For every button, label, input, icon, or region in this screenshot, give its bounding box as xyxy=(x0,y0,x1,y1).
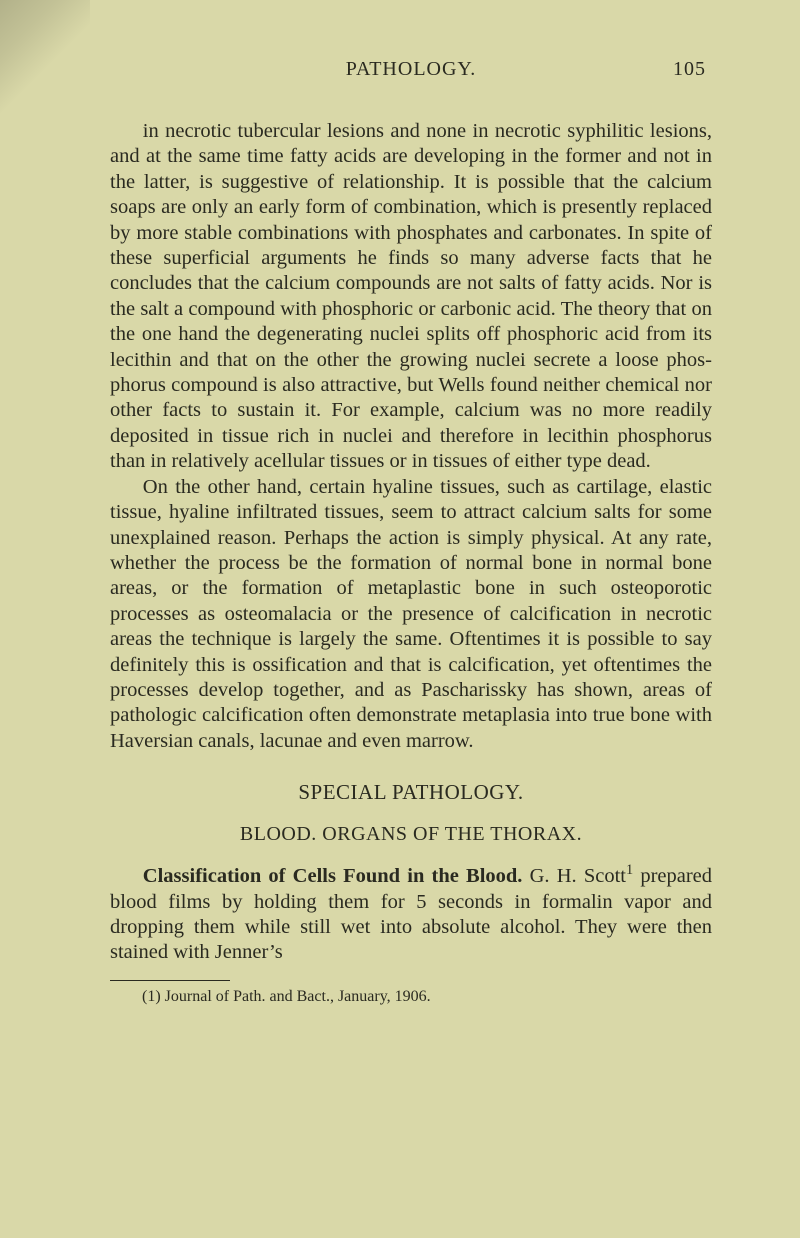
footnote-marker: (1) xyxy=(142,988,161,1005)
body-paragraph-2: On the other hand, certain hyaline tissu… xyxy=(110,475,712,754)
page-number: 105 xyxy=(646,58,706,81)
page-container: PATHOLOGY. 105 in necrotic tubercular le… xyxy=(0,0,800,1066)
footnote-text: Journal of Path. and Bact., January, 190… xyxy=(165,988,431,1005)
entry-title: Classification of Cells Found in the Blo… xyxy=(143,865,523,887)
section-heading: SPECIAL PATHOLOGY. xyxy=(110,780,712,805)
footnote: (1) Journal of Path. and Bact., January,… xyxy=(110,987,712,1006)
footnote-rule xyxy=(110,980,230,981)
running-head-title: PATHOLOGY. xyxy=(116,58,646,81)
body-paragraph-1: in necrotic tubercular lesions and none … xyxy=(110,119,712,475)
entry-paragraph: Classification of Cells Found in the Blo… xyxy=(110,864,712,966)
entry-author: G. H. Scott xyxy=(530,865,626,887)
sub-heading: BLOOD. ORGANS OF THE THORAX. xyxy=(110,823,712,846)
running-head: PATHOLOGY. 105 xyxy=(110,58,712,81)
